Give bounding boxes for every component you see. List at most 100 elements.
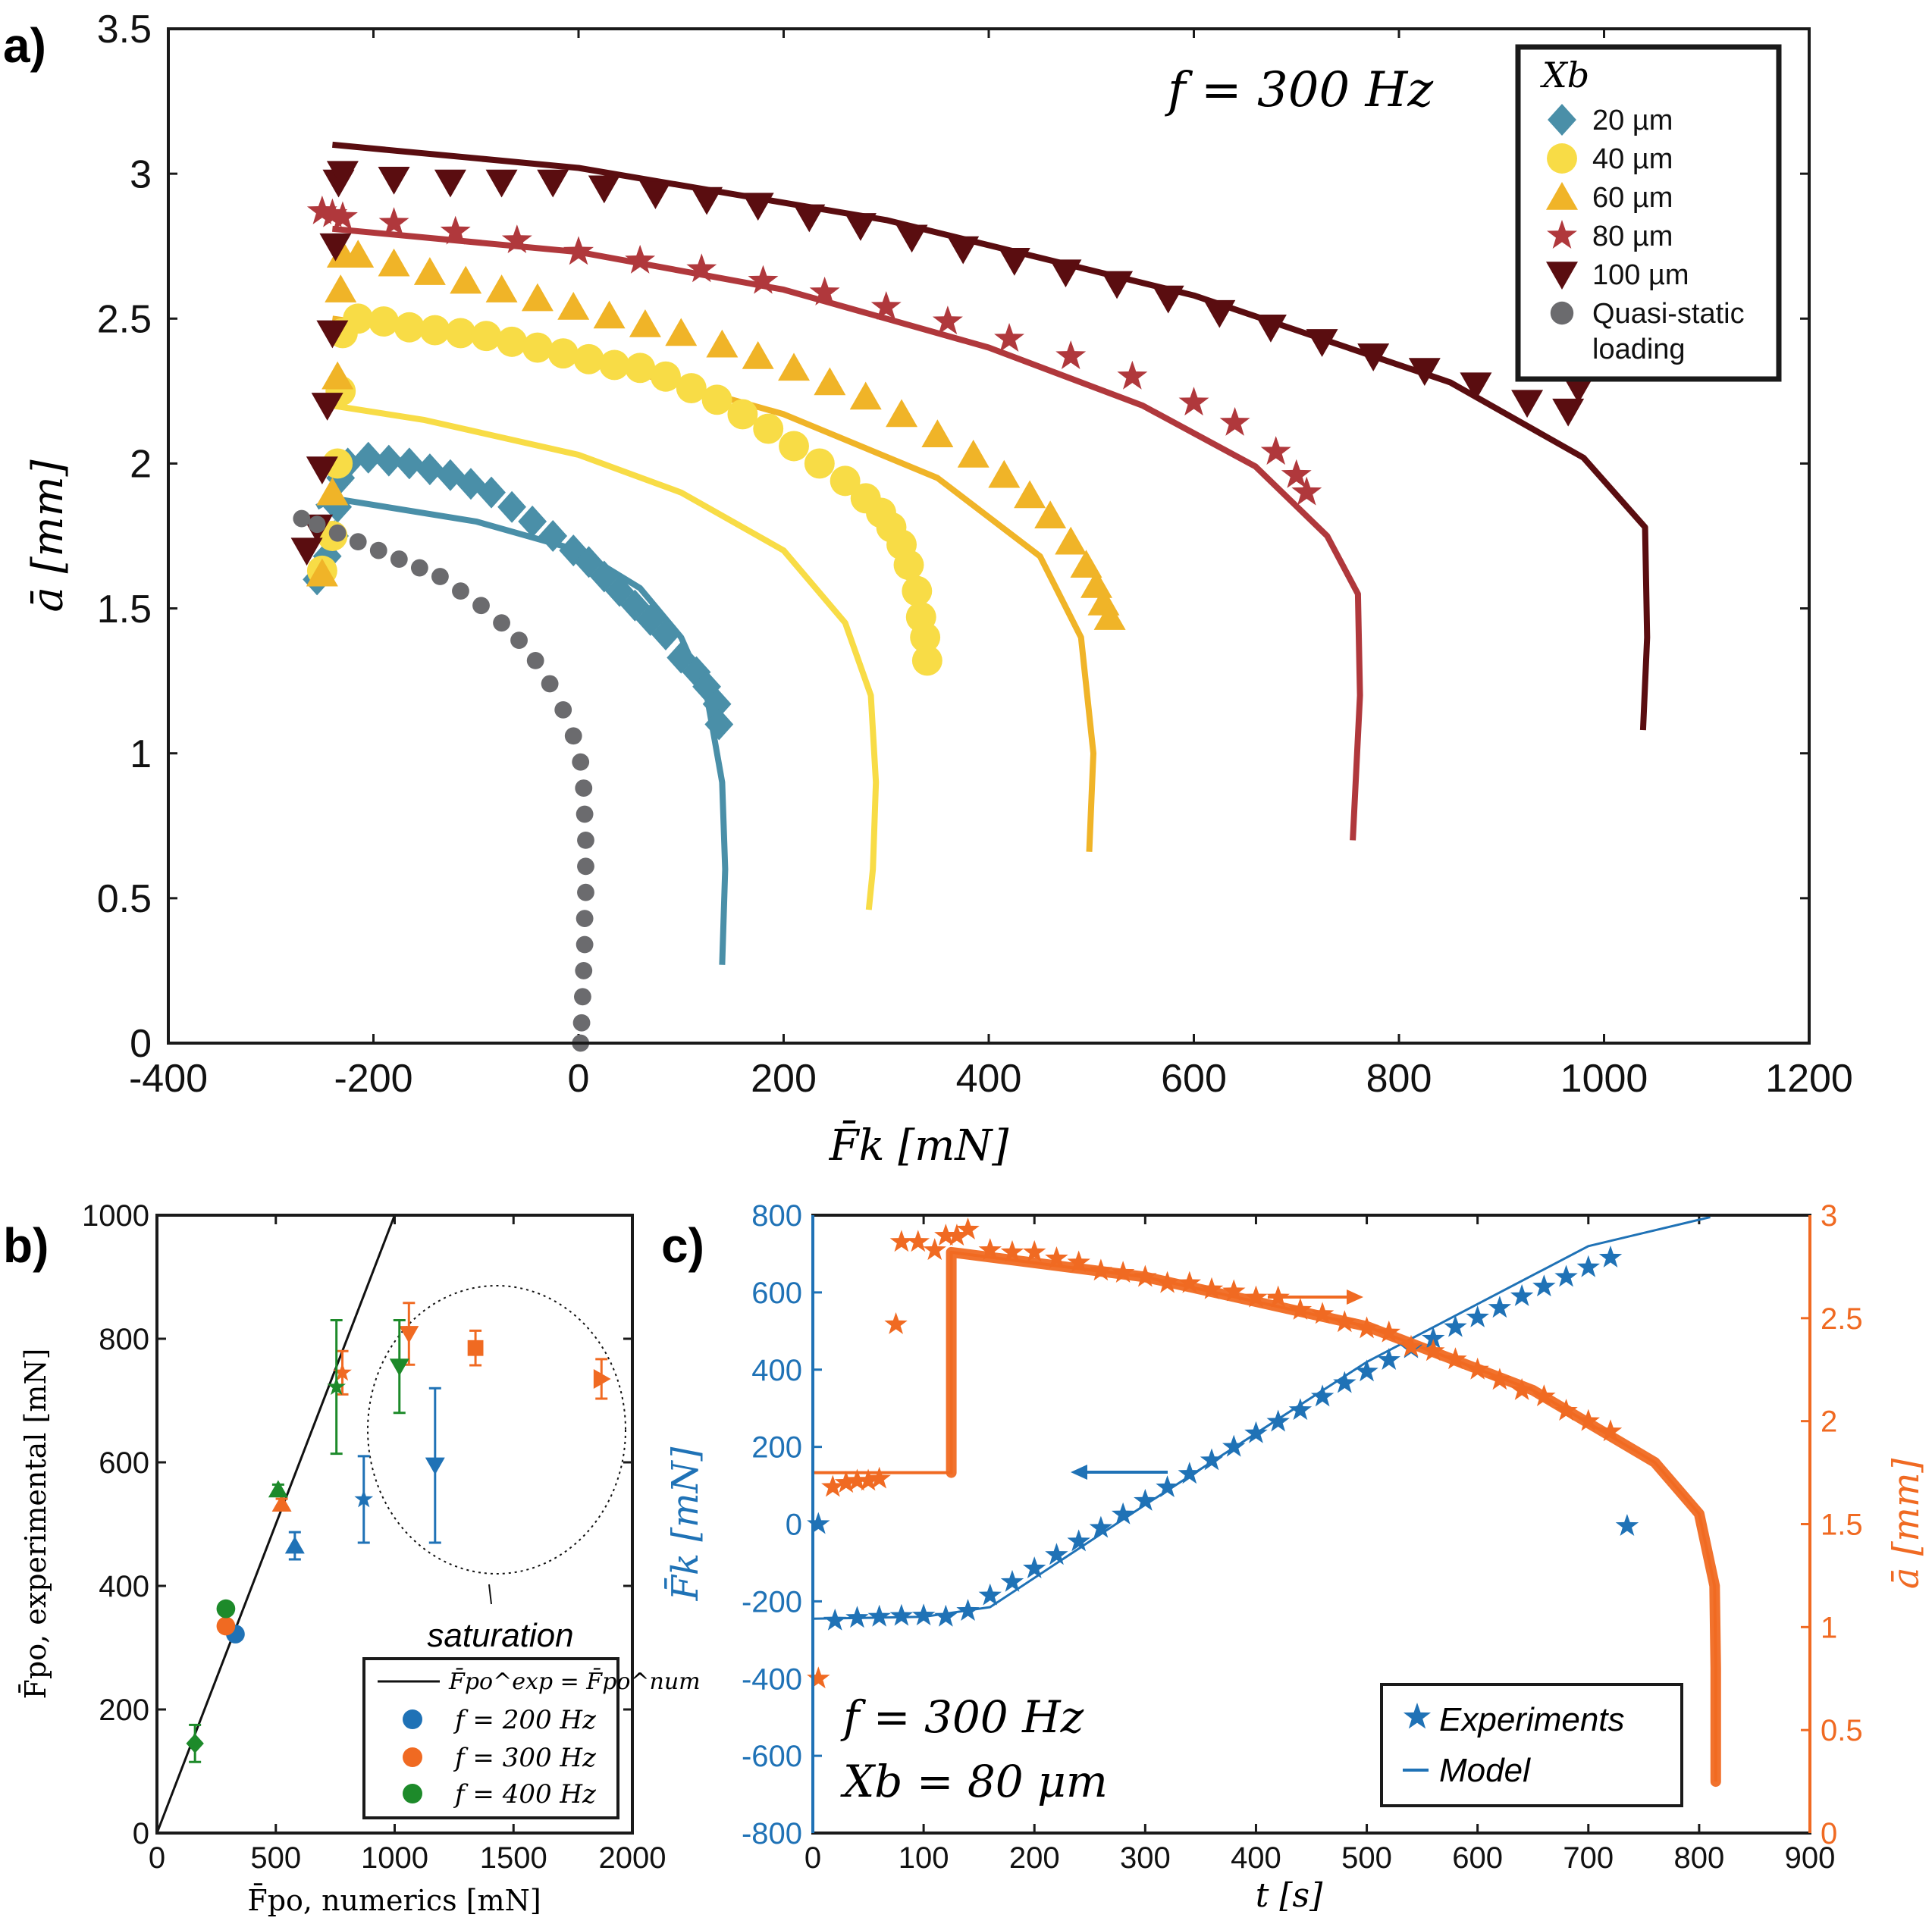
data-point-triangle-up [413,257,446,285]
y2-tick-label: 0 [1821,1817,1837,1850]
panel-c: 0 100 200 300 400 500 600 700 800 900-800-600-400… [663,1199,1927,1915]
data-point-dot [390,550,408,568]
panel-b-axes [155,1214,634,1835]
data-point-triangle-down [793,204,826,233]
data-point-star [1178,387,1209,416]
data-point-circle [753,413,784,444]
data-point-dot [431,568,449,585]
data-point-triangle-up [557,292,590,320]
data-point-star-left [1134,1488,1157,1511]
panel-a: -400 -200 0 200 400 600 800 1000 1200 0 0.5 1 1.5 2 2.… [24,8,1853,1170]
legend-swatch-dot [1550,301,1574,325]
data-point-diamond [394,447,424,480]
panel-c-ticks: 0 100 200 300 400 500 600 700 800 900-800-600-400… [742,1199,1863,1875]
data-point-star [1055,340,1087,369]
legend-label: 60 µm [1592,182,1673,214]
data-point-star-left [889,1603,914,1626]
x-tick-label: 700 [1563,1841,1614,1875]
x-tick-label: 1000 [361,1841,428,1875]
data-point-star [625,244,656,274]
data-point-triangle-down [399,1326,419,1343]
data-point-dot [308,515,326,534]
y-tick-label: 600 [99,1446,149,1480]
data-point-circle [573,343,604,374]
x-tick-label: 400 [1231,1841,1281,1875]
data-point-star-left [1615,1514,1639,1536]
data-point-star-right [889,1230,914,1252]
x-tick-label: -200 [334,1057,412,1101]
data-point-circle [911,645,942,676]
data-point-star-right [821,1474,845,1497]
data-point-star-left [1333,1371,1356,1393]
data-point-circle [343,303,374,334]
data-point-star-left [823,1608,847,1631]
data-point-star-left [1488,1296,1512,1318]
data-point-triangle-down [1152,285,1184,314]
y-tick-label: 200 [751,1431,802,1465]
data-point-star-left [934,1604,958,1627]
panel-b: 0 500 1000 1500 2000 0 200 400 600 800 1000 satura… [19,1199,701,1917]
x-tick-label: 800 [1366,1057,1432,1101]
y-tick-label: -600 [742,1740,802,1773]
data-point-dot [510,631,528,650]
panel-b-legend-300: f = 300 Hz [453,1743,597,1773]
data-point-star-left [1288,1398,1313,1421]
data-point-circle [369,306,399,337]
data-point-circle [522,332,553,363]
data-point-triangle-down [1511,390,1544,418]
x-tick-label: 0 [149,1841,165,1875]
data-point-circle [445,318,476,349]
data-point-dot [410,559,428,577]
data-point-square [467,1340,484,1356]
x-tick-label: 1000 [1560,1057,1648,1101]
legend-label: 80 µm [1592,221,1673,252]
x-tick-label: 400 [956,1057,1022,1101]
panel-c-frequency-annotation: f = 300 Hz [840,1691,1084,1743]
y-tick-label: 0 [786,1509,802,1542]
data-point-dot [576,910,594,928]
y-tick-label: 400 [99,1570,149,1603]
data-point-circle [471,321,502,352]
data-point-circle [419,315,450,346]
panel-c-legend-box [1380,1683,1683,1807]
data-point-triangle-down [378,166,410,195]
data-point-star [1219,406,1250,436]
panel-a-legend-items: 20 µm 40 µm 60 µm 80 µm 100 µm Quasi-static lo… [1546,104,1745,365]
panel-b-saturation-circle [367,1285,626,1575]
data-point-star-left [845,1606,869,1628]
data-point-triangle-up [957,440,990,468]
data-point-dot [575,962,593,979]
data-point-circle [394,312,425,343]
legend-swatch-circle [1547,143,1577,174]
data-point-dot [349,533,367,551]
panel-b-legend-400: f = 400 Hz [453,1779,597,1810]
data-point-triangle-down [639,181,672,209]
data-point-circle [216,1616,236,1636]
panel-b-legend-reference: F̄po^exp = F̄po^num [448,1668,701,1695]
data-point-triangle-down [947,236,980,265]
data-point-circle [893,550,924,581]
x-tick-label: 800 [1674,1841,1725,1875]
y-tick-label: -400 [742,1662,802,1696]
data-point-triangle-up [325,274,357,302]
data-point-star-left [1510,1283,1534,1306]
x-tick-label: 0 [804,1841,821,1875]
x-tick-label: 500 [1341,1841,1392,1875]
data-point-star-right [807,1666,830,1689]
panel-c-left-axis-arrow [1071,1465,1168,1480]
data-point-triangle-down [425,1457,445,1475]
model-curve-40-m [331,403,880,910]
y-tick-label: -800 [742,1817,802,1850]
data-point-diamond [415,453,444,486]
data-point-triangle-up [665,318,698,346]
data-point-circle [599,349,630,381]
data-point-triangle-up [485,274,518,302]
data-point-dot [572,1014,591,1032]
x-tick-label: 600 [1452,1841,1503,1875]
panel-label-a: a) [3,18,46,73]
data-point-star-right [1156,1271,1179,1293]
panel-a-ylabel: ā [mm] [24,459,73,612]
y2-tick-label: 1 [1821,1611,1837,1644]
panel-c-legend-model: Model [1439,1752,1531,1789]
